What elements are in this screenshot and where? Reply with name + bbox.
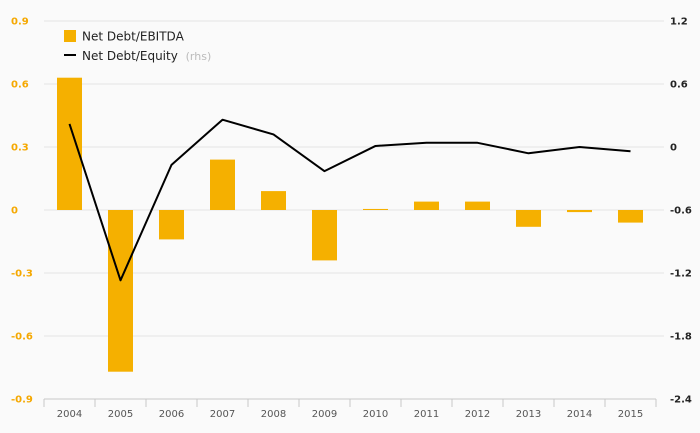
bar-2004 [57,77,82,210]
legend-label-net-debt-ebitda: Net Debt/EBITDA [82,30,185,44]
line-series-net-debt-equity [68,118,631,282]
legend-swatch-net-debt-ebitda [64,30,76,42]
x-axis-label-2015: 2015 [618,409,643,420]
bar-2007 [210,159,235,210]
x-axis-label-2007: 2007 [210,409,235,420]
x-axis-label-2005: 2005 [108,409,133,420]
left-axis-tick-label: 0.9 [11,17,29,28]
x-axis-label-2014: 2014 [567,409,592,420]
bar-2014 [567,210,592,213]
bar-2008 [261,191,286,210]
svg-text:Net Debt/Equity (rhs): Net Debt/Equity (rhs) [82,49,211,63]
bar-2012 [465,201,490,210]
left-axis-tick-label: -0.9 [11,395,33,406]
legend: Net Debt/EBITDA Net Debt/Equity (rhs) [64,30,211,63]
bar-2005 [108,210,133,372]
left-axis-tick-label: 0 [11,206,18,217]
line-net-debt-equity [68,118,631,282]
left-axis-tick-label: 0.6 [11,80,29,91]
right-axis-tick-label: 0.6 [670,80,688,91]
bar-2010 [363,208,388,210]
bar-series-net-debt-ebitda [57,77,643,372]
right-axis-tick-label: -1.2 [670,269,692,280]
left-axis-tick-label: -0.6 [11,332,33,343]
right-axis-tick-label: -1.8 [670,332,692,343]
right-axis-tick-label: 0 [670,143,677,154]
bar-2013 [516,210,541,227]
bar-2011 [414,201,439,210]
left-axis-tick-label: 0.3 [11,143,29,154]
x-axis-label-2013: 2013 [516,409,541,420]
x-axis-label-2008: 2008 [261,409,286,420]
legend-label-rhs: (rhs) [186,50,212,63]
legend-label-net-debt-equity: Net Debt/Equity [82,49,178,63]
x-axis-label-2010: 2010 [363,409,388,420]
right-axis-tick-label: 1.2 [670,17,688,28]
x-axis-label-2004: 2004 [57,409,82,420]
axes: 0.9 1.2 0.6 0.6 0.3 0 0 -0.6 -0.3 -1.2 -0.6 -1.8 -0.… [11,17,692,421]
bar-2006 [159,210,184,240]
right-axis-tick-label: -2.4 [670,395,692,406]
bar-2015 [618,210,643,223]
x-axis-label-2009: 2009 [312,409,337,420]
x-axis-label-2006: 2006 [159,409,184,420]
left-axis-tick-label: -0.3 [11,269,33,280]
gridlines [44,20,664,337]
bar-2009 [312,210,337,261]
x-axis-label-2012: 2012 [465,409,490,420]
x-axis-label-2011: 2011 [414,409,439,420]
right-axis-tick-label: -0.6 [670,206,692,217]
